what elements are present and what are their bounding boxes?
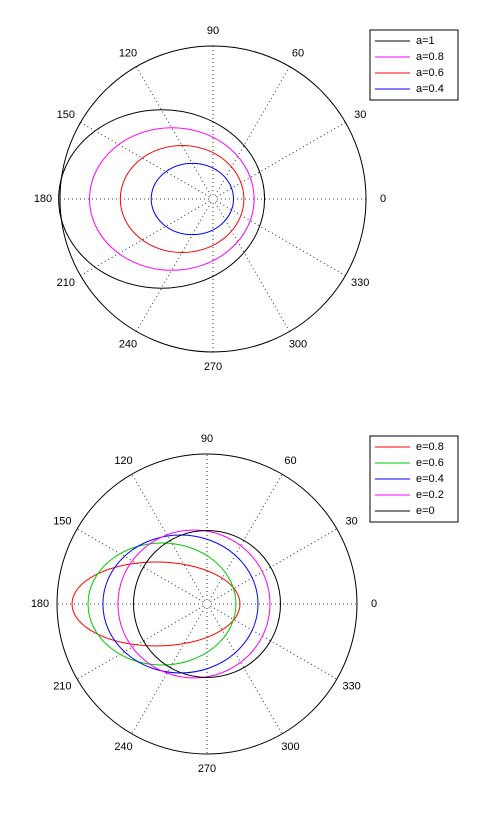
- theta-tick-label: 240: [119, 338, 137, 350]
- spoke: [208, 607, 283, 735]
- polar-frame: [59, 45, 367, 353]
- spoke: [80, 200, 210, 276]
- polar-frame: [56, 453, 358, 755]
- theta-tick-label: 120: [114, 455, 132, 467]
- legend-label: e=0.6: [416, 457, 444, 469]
- curve: [89, 127, 255, 271]
- spoke: [214, 202, 290, 332]
- spoke: [131, 473, 206, 601]
- spoke: [216, 122, 346, 198]
- curve: [58, 109, 266, 289]
- theta-tick-label: 90: [207, 25, 219, 37]
- curve: [87, 542, 237, 666]
- legend-label: e=0: [416, 505, 435, 517]
- curve: [117, 529, 271, 679]
- curve: [150, 162, 235, 236]
- legend-label: e=0.4: [416, 473, 444, 485]
- theta-tick-label: 150: [57, 109, 75, 121]
- theta-tick-label: 150: [53, 515, 71, 527]
- curve: [71, 561, 241, 647]
- legend-box: [369, 29, 459, 101]
- legend-label: a=0.4: [416, 83, 444, 95]
- spoke: [208, 473, 283, 601]
- theta-tick-label: 300: [289, 338, 307, 350]
- theta-tick-label: 120: [119, 47, 137, 59]
- theta-tick-label: 60: [284, 455, 296, 467]
- theta-tick-label: 270: [204, 361, 222, 373]
- theta-tick-label: 210: [57, 277, 75, 289]
- spoke: [76, 605, 204, 680]
- theta-tick-label: 30: [346, 515, 358, 527]
- legend-label: a=1: [416, 35, 435, 47]
- spoke: [214, 66, 290, 196]
- theta-tick-label: 30: [354, 109, 366, 121]
- spoke: [210, 528, 338, 603]
- curve: [119, 144, 245, 254]
- theta-tick-label: 180: [31, 598, 49, 610]
- curve: [133, 530, 281, 678]
- theta-tick-label: 0: [380, 193, 386, 205]
- theta-tick-label: 180: [34, 193, 52, 205]
- theta-tick-label: 210: [53, 680, 71, 692]
- theta-tick-label: 300: [281, 741, 299, 753]
- spoke: [136, 66, 212, 196]
- theta-tick-label: 240: [114, 741, 132, 753]
- legend-label: a=0.6: [416, 67, 444, 79]
- spoke: [136, 202, 212, 332]
- legend-label: e=0.2: [416, 489, 444, 501]
- theta-tick-label: 0: [371, 598, 377, 610]
- legend-label: a=0.8: [416, 51, 444, 63]
- legend-box: [369, 435, 459, 523]
- spoke: [131, 607, 206, 735]
- spoke: [210, 605, 338, 680]
- theta-tick-label: 270: [198, 763, 216, 775]
- legend-label: e=0.8: [416, 441, 444, 453]
- spoke: [80, 122, 210, 198]
- theta-tick-label: 90: [201, 433, 213, 445]
- spoke: [76, 528, 204, 603]
- theta-tick-label: 330: [342, 680, 360, 692]
- spoke: [216, 200, 346, 276]
- theta-tick-label: 60: [292, 47, 304, 59]
- theta-tick-label: 330: [351, 277, 369, 289]
